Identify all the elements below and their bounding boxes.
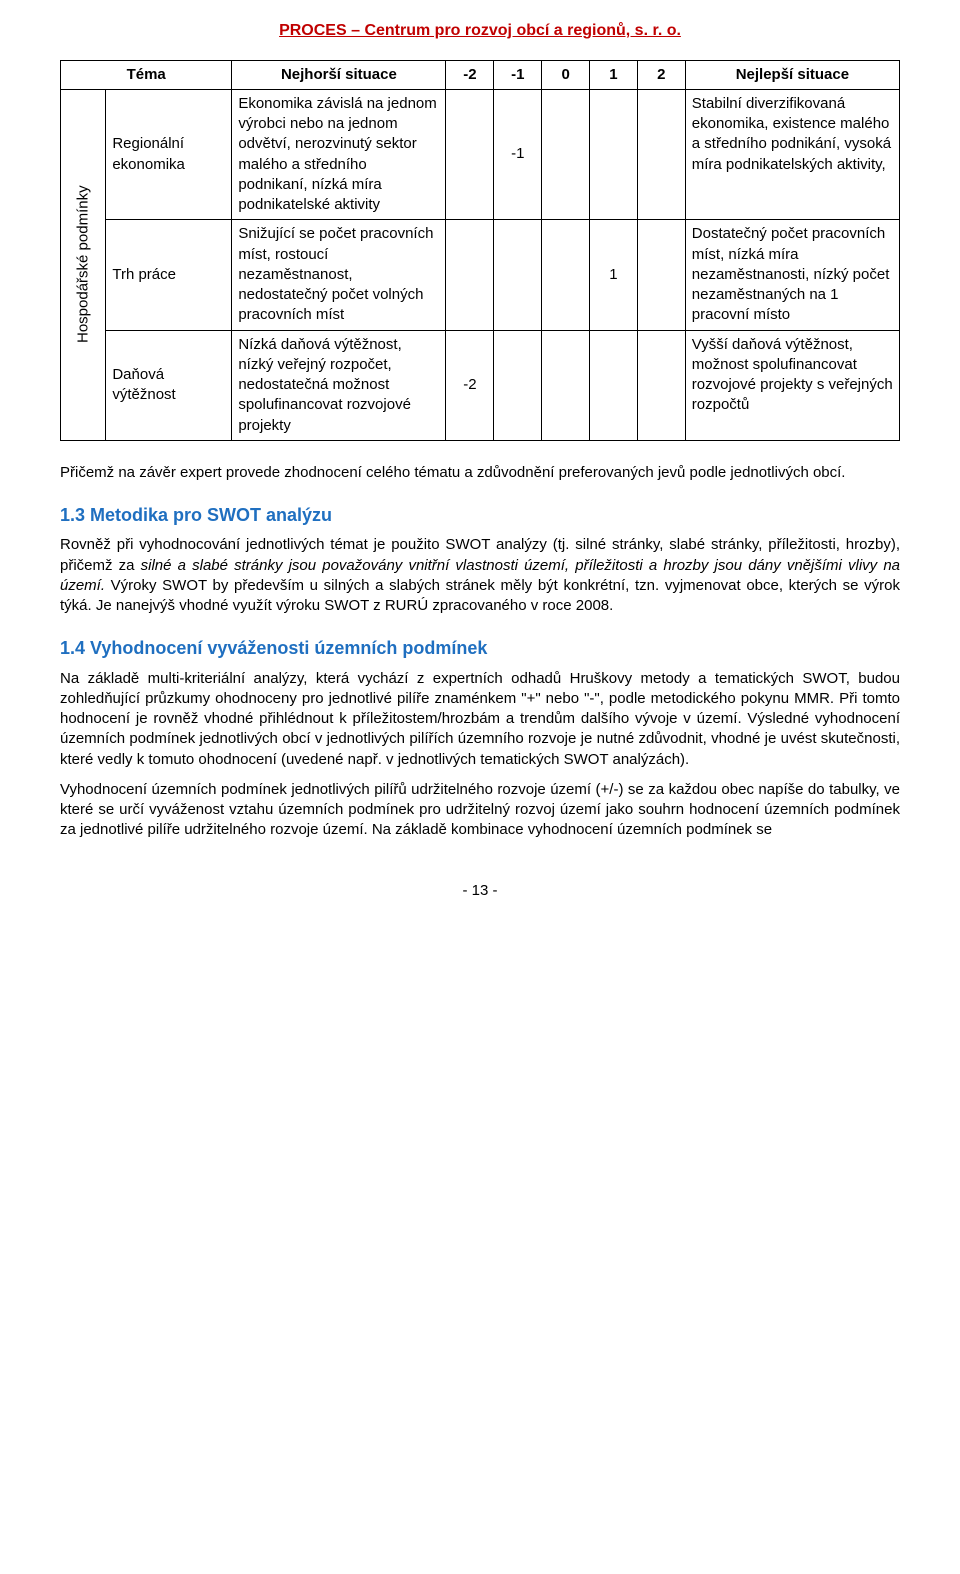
paragraph-intro: Přičemž na závěr expert provede zhodnoce… [60, 463, 900, 483]
table-row: Daňová výtěžnost Nízká daňová výtěžnost,… [61, 330, 900, 440]
row-best: Dostatečný počet pracovních míst, nízká … [685, 220, 899, 330]
row-worst: Ekonomika závislá na jednom výrobci nebo… [232, 89, 446, 220]
row-p1 [590, 89, 638, 220]
row-m1 [494, 330, 542, 440]
row-p2 [637, 330, 685, 440]
th-2: 2 [637, 60, 685, 89]
row-0 [542, 220, 590, 330]
th-m1: -1 [494, 60, 542, 89]
row-best: Vyšší daňová výtěžnost, možnost spolufin… [685, 330, 899, 440]
row-m1 [494, 220, 542, 330]
row-sub: Regionální ekonomika [106, 89, 232, 220]
evaluation-table: Téma Nejhorší situace -2 -1 0 1 2 Nejlep… [60, 60, 900, 441]
row-worst: Nízká daňová výtěžnost, nízký veřejný ro… [232, 330, 446, 440]
row-m2 [446, 89, 494, 220]
row-m2 [446, 220, 494, 330]
th-m2: -2 [446, 60, 494, 89]
section-1-3-paragraph: Rovněž při vyhodnocování jednotlivých té… [60, 535, 900, 616]
row-0 [542, 330, 590, 440]
section-heading-1-4: 1.4 Vyhodnocení vyváženosti územních pod… [60, 636, 900, 660]
row-p1 [590, 330, 638, 440]
page-header: PROCES – Centrum pro rozvoj obcí a regio… [60, 20, 900, 42]
row-p1: 1 [590, 220, 638, 330]
th-best: Nejlepší situace [685, 60, 899, 89]
row-0 [542, 89, 590, 220]
row-best: Stabilní diverzifikovaná ekonomika, exis… [685, 89, 899, 220]
th-tema: Téma [61, 60, 232, 89]
th-1: 1 [590, 60, 638, 89]
th-worst: Nejhorší situace [232, 60, 446, 89]
row-p2 [637, 220, 685, 330]
row-m2: -2 [446, 330, 494, 440]
row-worst: Snižující se počet pracovních míst, rost… [232, 220, 446, 330]
section-heading-1-3: 1.3 Metodika pro SWOT analýzu [60, 503, 900, 527]
section-1-4-paragraph-2: Vyhodnocení územních podmínek jednotlivý… [60, 780, 900, 841]
row-sub: Daňová výtěžnost [106, 330, 232, 440]
row-sub: Trh práce [106, 220, 232, 330]
group-label: Hospodářské podmínky [61, 89, 106, 440]
text-part: Výroky SWOT by především u silných a sla… [60, 577, 900, 614]
table-row: Hospodářské podmínky Regionální ekonomik… [61, 89, 900, 220]
table-row: Trh práce Snižující se počet pracovních … [61, 220, 900, 330]
section-1-4-paragraph-1: Na základě multi-kriteriální analýzy, kt… [60, 669, 900, 770]
th-0: 0 [542, 60, 590, 89]
page-number: - 13 - [60, 881, 900, 901]
row-p2 [637, 89, 685, 220]
row-m1: -1 [494, 89, 542, 220]
